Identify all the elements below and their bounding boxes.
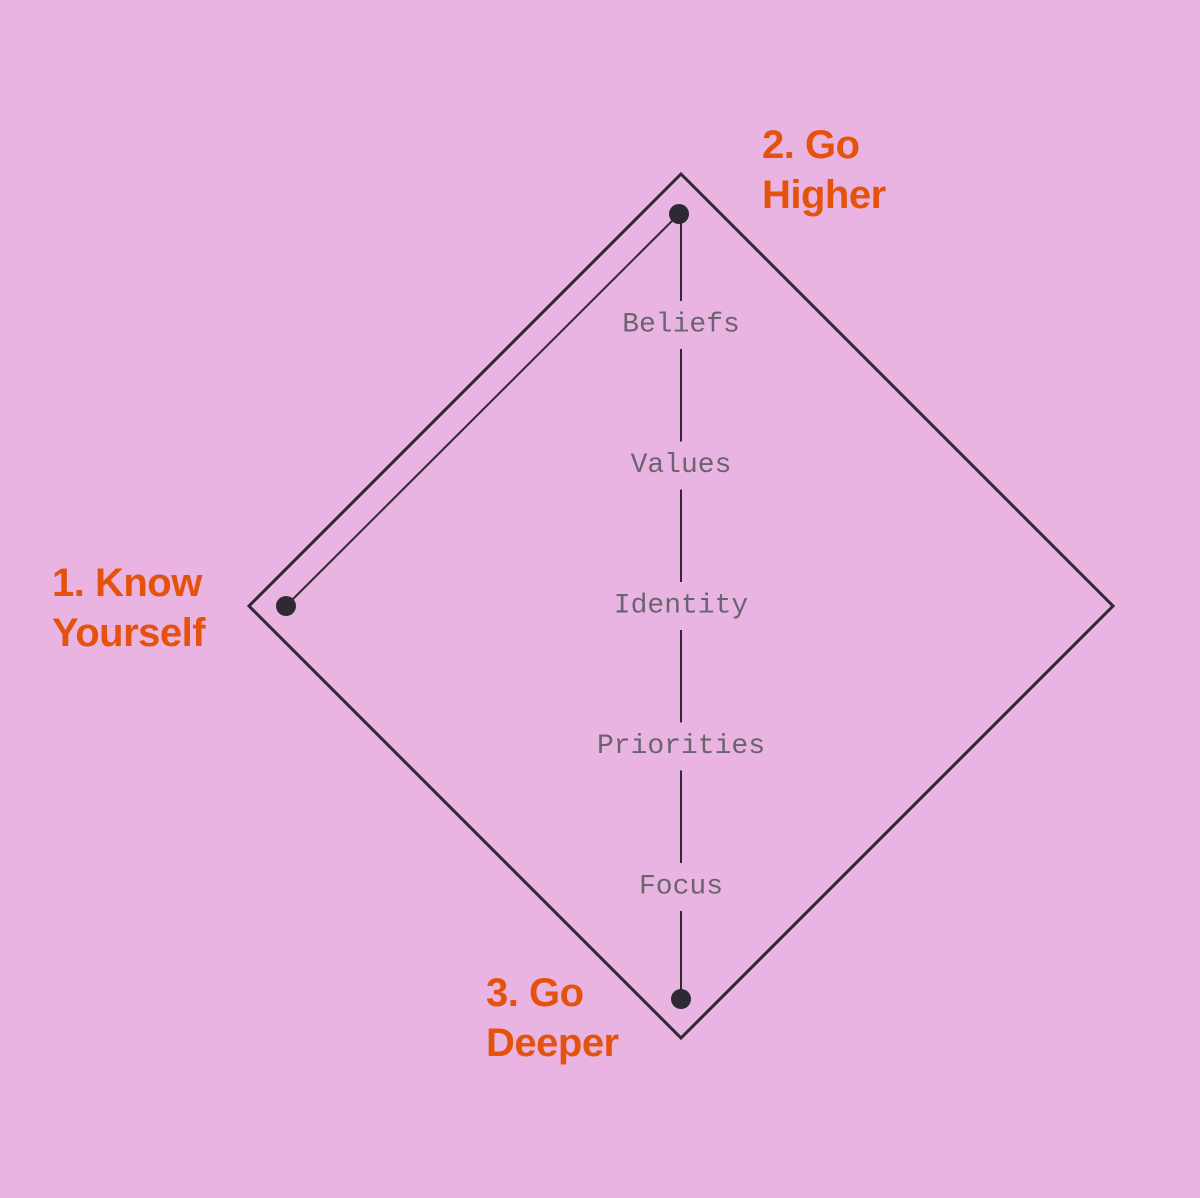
step-label-know-yourself-line1: 1. Know xyxy=(52,561,202,605)
step-label-go-higher: 2. Go Higher xyxy=(762,120,886,220)
level-label-beliefs: Beliefs xyxy=(622,310,740,341)
node-know-yourself xyxy=(276,596,296,616)
level-label-focus: Focus xyxy=(639,872,723,903)
node-go-deeper xyxy=(671,989,691,1009)
diamond-outline xyxy=(246,171,1116,1041)
level-label-priorities: Priorities xyxy=(597,731,765,762)
step-label-know-yourself-line2: Yourself xyxy=(52,611,206,655)
step-label-go-higher-line1: 2. Go xyxy=(762,123,860,167)
level-label-identity: Identity xyxy=(614,591,748,622)
path-line-know-to-higher xyxy=(285,213,680,607)
step-label-go-higher-line2: Higher xyxy=(762,173,886,217)
step-label-know-yourself: 1. Know Yourself xyxy=(52,558,206,658)
level-labels: Beliefs Values Identity Priorities Focus xyxy=(597,310,765,903)
step-label-go-deeper-line2: Deeper xyxy=(486,1021,619,1065)
step-label-go-deeper: 3. Go Deeper xyxy=(486,968,619,1068)
level-label-values: Values xyxy=(631,450,732,481)
step-label-go-deeper-line1: 3. Go xyxy=(486,971,584,1015)
node-go-higher xyxy=(669,204,689,224)
